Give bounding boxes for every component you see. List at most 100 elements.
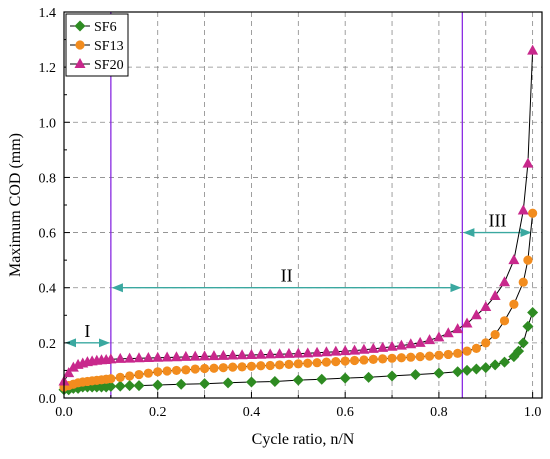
sf20-marker <box>105 353 117 364</box>
sf6-marker <box>339 372 351 384</box>
sf6-marker <box>199 378 211 390</box>
sf13-marker <box>368 354 378 364</box>
sf20-marker <box>480 301 492 312</box>
y-tick-label: 0.6 <box>39 227 57 242</box>
sf13-marker <box>490 329 500 340</box>
sf13-marker <box>312 358 322 368</box>
sf13-marker <box>256 361 266 371</box>
sf20-marker <box>236 349 248 360</box>
sf20-marker <box>274 348 286 359</box>
x-tick-label: 0.0 <box>55 405 73 420</box>
sf20-marker <box>461 317 473 328</box>
x-axis-label: Cycle ratio, n/N <box>252 431 355 448</box>
sf6-marker <box>105 380 117 392</box>
axis-ticks: 0.0 0.2 0.4 0.6 0.8 1.0 1.2 1.4 0.0 0.2 0.4 0.6 0.8 1… <box>39 6 542 420</box>
sf20-marker <box>255 348 267 359</box>
region-boundaries <box>110 12 463 398</box>
sf13-marker <box>115 372 125 382</box>
sf20-marker <box>227 349 239 360</box>
sf13-marker <box>509 299 519 309</box>
sf13-marker <box>134 369 144 380</box>
sf13-marker <box>443 349 453 360</box>
sf20-marker <box>517 204 529 215</box>
sf6-marker <box>363 371 375 383</box>
sf6-marker <box>269 375 281 387</box>
legend-label: SF6 <box>94 20 117 35</box>
sf13-marker <box>359 355 369 365</box>
sf20-marker <box>405 338 417 349</box>
sf6-marker <box>74 20 86 32</box>
sf20-marker <box>292 347 304 358</box>
sf20-marker <box>358 343 370 354</box>
sf13-marker <box>265 360 275 371</box>
sf13-marker <box>415 352 425 362</box>
sf6-marker <box>175 378 187 390</box>
series-markers <box>58 44 539 396</box>
sf6-marker <box>433 367 445 379</box>
sf20-marker <box>161 351 173 362</box>
sf13-marker <box>387 353 397 363</box>
sf13-marker <box>218 363 228 373</box>
y-tick-label: 1.4 <box>39 6 57 21</box>
sf20-marker <box>320 346 332 357</box>
sf13-marker <box>199 363 210 374</box>
sf13-marker <box>181 365 191 375</box>
sf13-marker <box>125 371 135 381</box>
sf13-marker <box>143 368 153 378</box>
sf20-marker <box>264 348 276 359</box>
sf6-marker <box>470 363 482 375</box>
legend-label: SF13 <box>94 39 124 54</box>
x-tick-label: 0.4 <box>243 405 261 420</box>
sf6-marker <box>152 379 164 391</box>
x-tick-label: 0.2 <box>149 405 167 420</box>
sf20-marker <box>508 254 520 265</box>
sf13-marker <box>75 40 85 50</box>
sf20-marker <box>283 347 295 358</box>
sf13-marker <box>523 255 533 265</box>
sf13-marker <box>518 277 528 287</box>
sf6-marker <box>222 377 234 389</box>
sf6-marker <box>316 373 328 385</box>
sf13-marker <box>153 367 163 377</box>
sf6-marker <box>114 380 126 392</box>
y-tick-label: 0.4 <box>39 282 57 297</box>
sf20-marker <box>124 352 136 363</box>
sf13-marker <box>396 353 407 363</box>
region-label: I <box>84 321 90 341</box>
sf6-marker <box>480 362 492 374</box>
sf20-marker <box>74 58 86 68</box>
sf13-marker <box>228 362 238 372</box>
sf13-marker <box>499 316 510 326</box>
sf6-marker <box>522 320 534 332</box>
grid <box>64 12 542 398</box>
sf20-marker <box>527 44 539 55</box>
sf13-marker <box>171 365 182 376</box>
sf13-marker <box>528 208 538 218</box>
sf20-marker <box>489 289 501 300</box>
sf13-marker <box>293 359 303 369</box>
region-label: III <box>488 211 506 231</box>
sf20-marker <box>142 352 154 363</box>
sf20-marker <box>170 351 182 362</box>
sf20-marker <box>339 345 351 356</box>
sf13-marker <box>303 358 313 368</box>
sf13-marker <box>453 348 463 358</box>
y-tick-label: 0.0 <box>39 392 57 407</box>
sf6-marker <box>499 356 511 368</box>
sf13-marker <box>481 338 491 348</box>
sf20-marker <box>199 350 211 361</box>
sf13-marker <box>246 361 257 371</box>
sf6-marker <box>513 345 525 357</box>
sf13-marker <box>349 355 360 366</box>
sf20-marker <box>208 350 220 361</box>
x-tick-label: 0.6 <box>336 405 354 420</box>
region-label: II <box>281 266 293 286</box>
x-tick-label: 1.0 <box>524 405 542 420</box>
y-tick-label: 1.2 <box>39 61 57 76</box>
sf6-marker <box>386 370 398 382</box>
sf20-marker <box>330 345 342 356</box>
sf13-marker <box>274 360 285 370</box>
sf20-marker <box>114 352 126 363</box>
sf20-marker <box>377 341 389 352</box>
sf13-marker <box>340 356 350 366</box>
